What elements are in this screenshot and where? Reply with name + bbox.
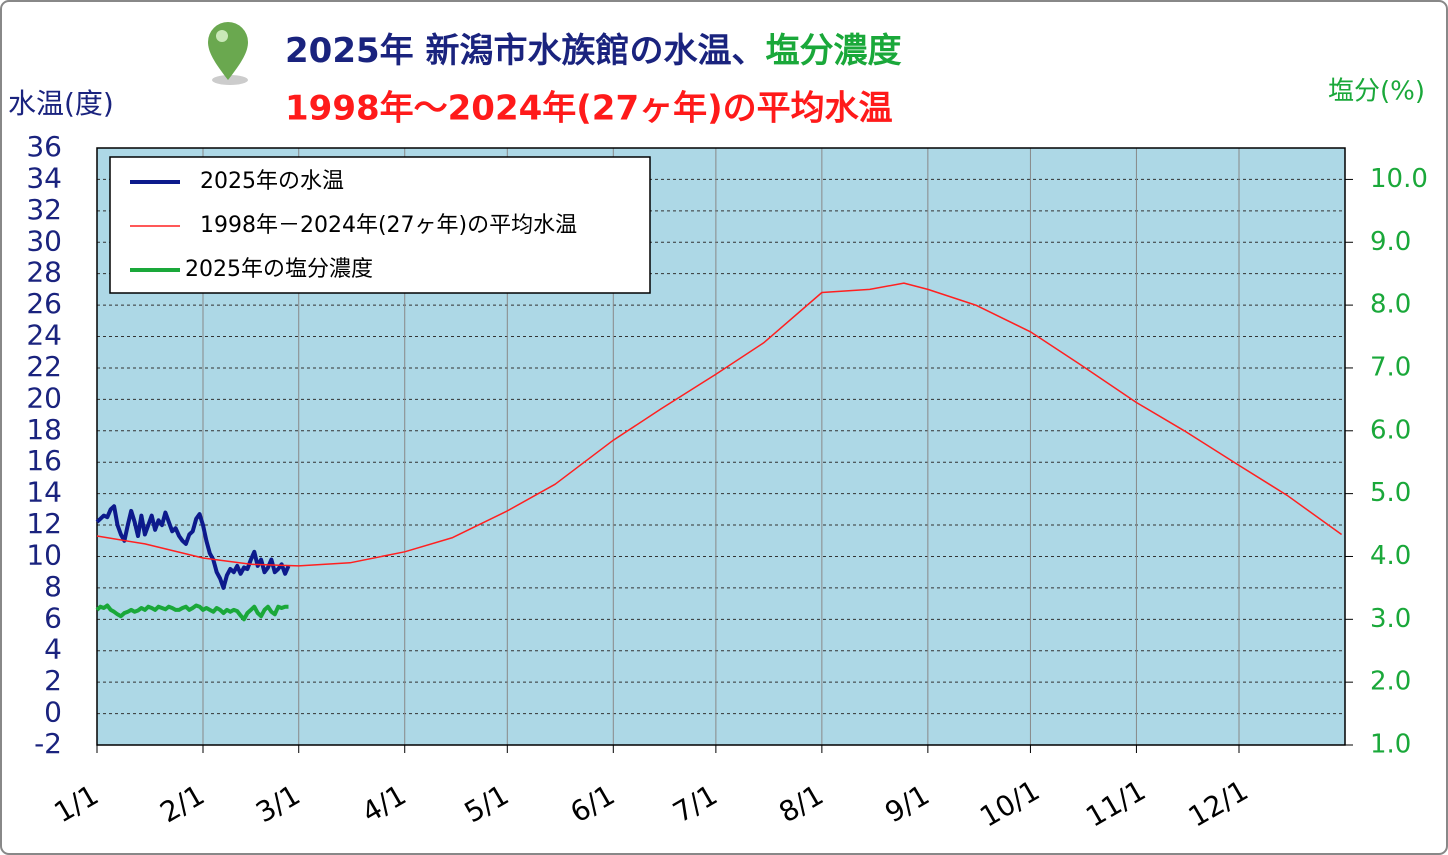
- series-line: [95, 603, 289, 622]
- y2-tick-label: 1.0: [1370, 730, 1411, 760]
- y-tick-label: 14: [26, 476, 62, 509]
- legend-label: 2025年の塩分濃度: [185, 257, 373, 282]
- pin-icon: [208, 22, 248, 85]
- y-tick-label: 4: [44, 633, 62, 666]
- chart-title: 2025年 新潟市水族館の水温、塩分濃度: [285, 31, 901, 71]
- y-tick-label: 32: [26, 193, 62, 226]
- y-tick-label: 26: [26, 287, 62, 320]
- y2-tick-label: 8.0: [1370, 290, 1411, 320]
- y-tick-label: 34: [26, 161, 62, 194]
- title-main: 2025年 新潟市水族館の水温、: [285, 31, 765, 71]
- y-tick-label: 2: [44, 664, 62, 697]
- y-tick-label: 10: [26, 538, 62, 571]
- y-tick-label: 22: [26, 350, 62, 383]
- y-tick-label: 0: [44, 696, 62, 729]
- legend: 2025年の水温 1998年－2024年(27ヶ年)の平均水温 2025年の塩分濃度: [109, 156, 651, 294]
- chart-subtitle: 1998年～2024年(27ヶ年)の平均水温: [285, 89, 893, 129]
- y2-tick-label: 7.0: [1370, 352, 1411, 382]
- legend-label: 2025年の水温: [200, 169, 344, 194]
- series-line: [96, 282, 1343, 567]
- legend-box: [109, 156, 651, 294]
- y2-tick-label: 5.0: [1370, 478, 1411, 508]
- y-tick-label: 12: [26, 507, 62, 540]
- title-accent: 塩分濃度: [765, 31, 901, 71]
- y2-tick-label: 10.0: [1370, 164, 1428, 194]
- y2-tick-label: 4.0: [1370, 541, 1411, 571]
- y2-tick-label: 9.0: [1370, 227, 1411, 257]
- y-tick-label: 8: [44, 570, 62, 603]
- plot-border: [96, 147, 1346, 746]
- legend-label: 1998年－2024年(27ヶ年)の平均水温: [200, 213, 577, 238]
- y-tick-label: -2: [34, 727, 62, 760]
- y-axis-label: 水温(度): [8, 87, 114, 120]
- y-tick-label: 28: [26, 256, 62, 289]
- y-tick-label: 36: [26, 130, 62, 163]
- y-tick-label: 18: [26, 413, 62, 446]
- y2-tick-label: 3.0: [1370, 604, 1411, 634]
- y2-tick-label: 6.0: [1370, 415, 1411, 445]
- y2-axis-label: 塩分(%): [1328, 77, 1425, 107]
- y-tick-label: 16: [26, 444, 62, 477]
- y-tick-label: 30: [26, 224, 62, 257]
- series-line: [95, 504, 291, 590]
- y-tick-label: 6: [44, 601, 62, 634]
- y-tick-label: 20: [26, 381, 62, 414]
- y-tick-label: 24: [26, 319, 62, 352]
- y2-tick-label: 2.0: [1370, 667, 1411, 697]
